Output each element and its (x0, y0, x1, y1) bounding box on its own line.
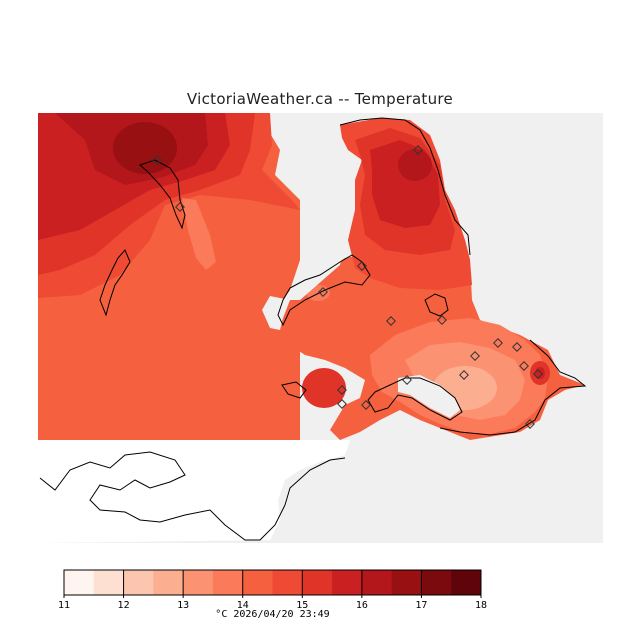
station-marker (493, 338, 503, 348)
legend-tick-label: 13 (177, 600, 189, 610)
east-temperature-field (283, 118, 585, 440)
station-marker (337, 385, 347, 395)
legend-unit: °C (215, 609, 228, 620)
southeast-coast-outline (439, 339, 587, 436)
east-coast-outline (367, 377, 463, 421)
west-ocean-edge (268, 113, 300, 200)
legend-tick-label: 12 (118, 600, 130, 610)
station-marker (533, 369, 543, 379)
legend-caption: °C 2026/04/20 23:49 (0, 609, 545, 620)
station-marker (337, 399, 347, 409)
island-gap (283, 140, 355, 300)
station-marker (357, 261, 367, 271)
water-bodies (262, 140, 460, 418)
legend-swatch (302, 570, 333, 595)
legend-swatch (361, 570, 393, 595)
olympic-peninsula-land (38, 440, 350, 543)
west-lake-outline (281, 381, 307, 399)
map-title: VictoriaWeather.ca -- Temperature (186, 90, 454, 108)
olympic-coastline (39, 451, 346, 541)
legend-swatch (242, 570, 273, 595)
station-marker (318, 287, 328, 297)
legend-tick-label: 14 (237, 600, 249, 610)
station-marker (525, 419, 535, 429)
band-16_5-north (398, 149, 432, 181)
station-marker (470, 351, 480, 361)
temperature-map[interactable] (0, 0, 640, 560)
legend-swatches (63, 569, 482, 596)
north-peninsula-outline (339, 117, 471, 256)
inlet-south (398, 375, 460, 418)
legend-swatch (212, 570, 244, 595)
legend-swatch (451, 570, 482, 595)
legend-swatch (93, 570, 125, 595)
inlet-saanich (262, 296, 290, 330)
saanich-peninsula-outline (277, 254, 371, 327)
station-marker (512, 342, 522, 352)
band-14-tongue (182, 198, 216, 270)
color-legend: 11 12 13 14 15 16 17 18 (58, 569, 487, 610)
legend-swatch (153, 570, 184, 595)
legend-swatch (332, 570, 363, 595)
station-marker (459, 370, 469, 380)
legend-tick-label: 11 (58, 600, 70, 610)
station-marker (152, 155, 162, 165)
north-inlet-outline (139, 159, 186, 230)
legend-swatch (64, 570, 95, 595)
legend-swatch (123, 570, 154, 595)
warm-spot-west (302, 368, 346, 408)
west-island-outline (99, 249, 131, 317)
legend-swatch (391, 570, 422, 595)
legend-tick-label: 16 (356, 600, 368, 610)
station-marker (361, 400, 371, 410)
station-marker (437, 315, 447, 325)
legend-swatch (183, 570, 214, 595)
station-marker (175, 202, 185, 212)
legend-tick-label: 17 (415, 600, 427, 610)
legend-swatch (421, 570, 452, 595)
station-marker (386, 316, 396, 326)
legend-ticks: 11 12 13 14 15 16 17 18 (58, 570, 487, 610)
station-marker (413, 145, 423, 155)
station-marker (519, 361, 529, 371)
station-markers[interactable] (152, 145, 543, 429)
small-island-outline (424, 293, 449, 317)
legend-timestamp: 2026/04/20 23:49 (233, 609, 330, 620)
station-marker (402, 375, 412, 385)
legend-tick-label: 15 (296, 600, 308, 610)
legend-tick-label: 18 (475, 600, 487, 610)
band-17 (113, 122, 177, 174)
west-temperature-field (38, 113, 300, 440)
coastlines (99, 117, 587, 436)
legend-swatch (272, 570, 303, 595)
